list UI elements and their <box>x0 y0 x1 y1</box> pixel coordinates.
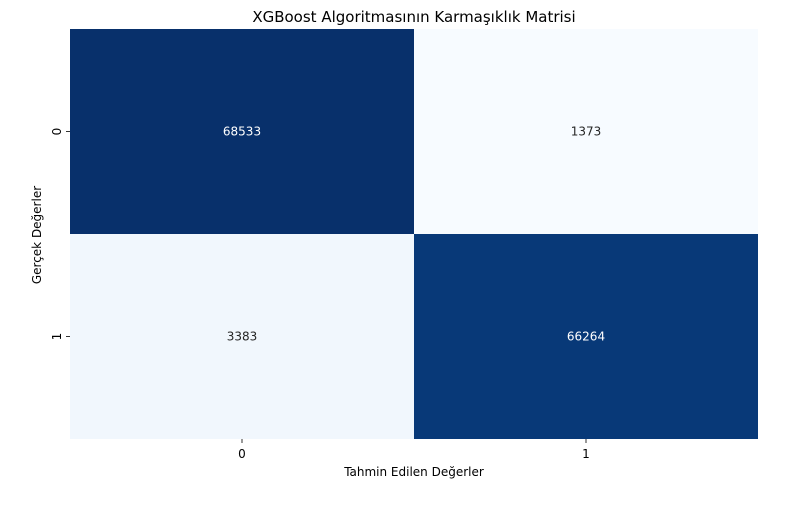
y-tick-label-1: 1 <box>50 333 64 341</box>
x-tick-label-1: 1 <box>582 447 590 461</box>
x-axis-label: Tahmin Edilen Değerler <box>343 465 484 479</box>
cell-value-1-0: 3383 <box>227 330 258 344</box>
chart-title: XGBoost Algoritmasının Karmaşıklık Matri… <box>252 8 575 26</box>
cell-value-1-1: 66264 <box>567 330 605 344</box>
heatmap-cell-1-1 <box>414 234 758 439</box>
heatmap-cell-0-1 <box>414 29 758 234</box>
heatmap-cell-1-0 <box>70 234 414 439</box>
heatmap-cell-labels: 68533 1373 3383 66264 <box>223 125 605 344</box>
y-axis-label: Gerçek Değerler <box>30 186 44 284</box>
y-tick-label-0: 0 <box>50 128 64 136</box>
cell-value-0-1: 1373 <box>571 125 602 139</box>
cell-value-0-0: 68533 <box>223 125 261 139</box>
y-axis-ticks: 01 <box>50 128 70 341</box>
heatmap-cell-0-0 <box>70 29 414 234</box>
x-tick-label-0: 0 <box>238 447 246 461</box>
heatmap-cells <box>70 29 758 439</box>
